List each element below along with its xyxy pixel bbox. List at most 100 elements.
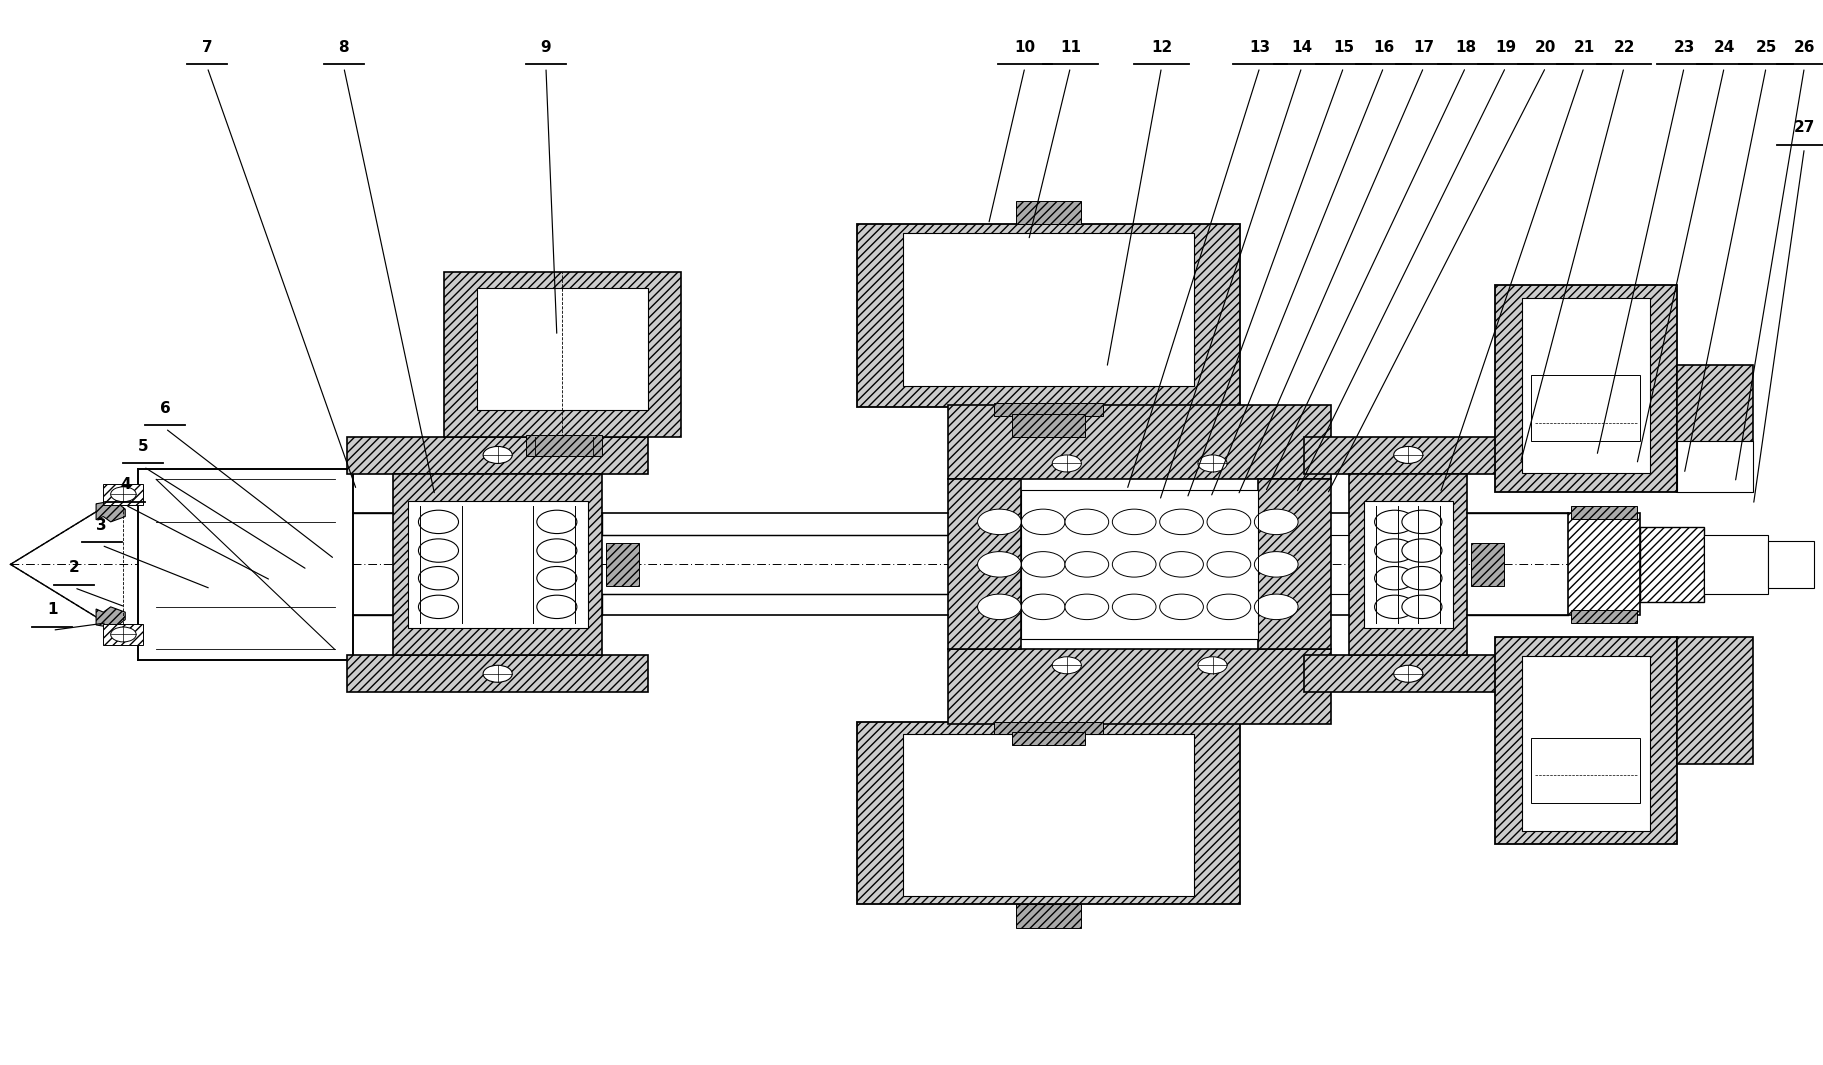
Circle shape [1021,552,1065,577]
Circle shape [1198,455,1227,472]
Circle shape [1254,509,1298,535]
Bar [1258,479,1331,650]
Bar [948,650,1331,724]
Circle shape [1065,509,1108,535]
Circle shape [1393,666,1422,683]
Bar [1495,285,1675,492]
Circle shape [1254,552,1298,577]
Text: 15: 15 [1333,39,1353,54]
Bar [994,403,1103,415]
Text: 7: 7 [202,39,213,54]
Circle shape [977,509,1021,535]
Circle shape [1207,552,1251,577]
Bar [1303,437,1511,474]
Text: 12: 12 [1150,39,1172,54]
Circle shape [1254,594,1298,620]
Bar [994,722,1103,735]
Text: 5: 5 [139,439,149,454]
Bar [1520,656,1648,831]
Bar [1349,474,1468,655]
Bar [346,655,647,692]
Bar [902,233,1194,386]
Text: 23: 23 [1672,39,1694,54]
Circle shape [1198,657,1227,674]
Text: 18: 18 [1455,39,1475,54]
Circle shape [1207,594,1251,620]
Text: 22: 22 [1613,39,1633,54]
Bar [902,735,1194,896]
Bar [1303,655,1511,692]
Text: 9: 9 [540,39,551,54]
Circle shape [417,595,458,619]
Bar [1675,637,1752,764]
Bar [1766,541,1812,588]
Bar [1520,298,1648,473]
Circle shape [536,510,576,534]
Circle shape [1159,552,1203,577]
Text: 8: 8 [339,39,348,54]
Circle shape [1393,446,1422,463]
Bar [1639,527,1703,602]
Bar [948,405,1331,479]
Bar [1012,733,1085,744]
Text: 25: 25 [1754,39,1776,54]
Bar [605,543,638,586]
Text: 3: 3 [97,518,108,532]
Circle shape [536,539,576,562]
Bar [443,273,680,437]
Bar [1675,441,1752,492]
Circle shape [1112,509,1156,535]
Bar [1675,364,1752,492]
Bar [1495,637,1675,843]
Text: 13: 13 [1249,39,1269,54]
Bar [1529,375,1639,441]
Circle shape [977,552,1021,577]
Circle shape [1375,595,1415,619]
Circle shape [1112,552,1156,577]
Polygon shape [97,607,126,628]
Circle shape [1375,510,1415,534]
Bar [139,469,352,660]
Bar [104,484,144,505]
Circle shape [1402,510,1442,534]
Bar [1471,543,1504,586]
Circle shape [1052,455,1081,472]
Bar [1015,904,1081,928]
Circle shape [417,539,458,562]
Text: 11: 11 [1059,39,1081,54]
Circle shape [417,567,458,590]
Circle shape [1207,509,1251,535]
Circle shape [1375,539,1415,562]
Bar [948,479,1021,650]
Text: 26: 26 [1792,39,1814,54]
Circle shape [1112,594,1156,620]
Text: 2: 2 [69,560,80,575]
Bar [1015,201,1081,225]
Bar [407,501,587,628]
Bar [392,474,602,655]
Bar [1012,413,1085,437]
Text: 16: 16 [1373,39,1393,54]
Bar [525,435,602,456]
Circle shape [1065,552,1108,577]
Circle shape [1052,657,1081,674]
Bar [1566,513,1639,616]
Text: 17: 17 [1413,39,1433,54]
Text: 10: 10 [1014,39,1035,54]
Bar [857,225,1240,407]
Circle shape [536,567,576,590]
Circle shape [1402,539,1442,562]
Circle shape [483,666,512,683]
Circle shape [417,510,458,534]
Bar [1570,610,1635,623]
Text: 19: 19 [1495,39,1515,54]
Circle shape [1402,595,1442,619]
Circle shape [1375,567,1415,590]
Bar [1703,535,1766,594]
Circle shape [111,487,137,502]
Circle shape [977,594,1021,620]
Text: 4: 4 [120,477,131,492]
Circle shape [1402,567,1442,590]
Text: 24: 24 [1712,39,1734,54]
Text: 6: 6 [160,400,171,415]
